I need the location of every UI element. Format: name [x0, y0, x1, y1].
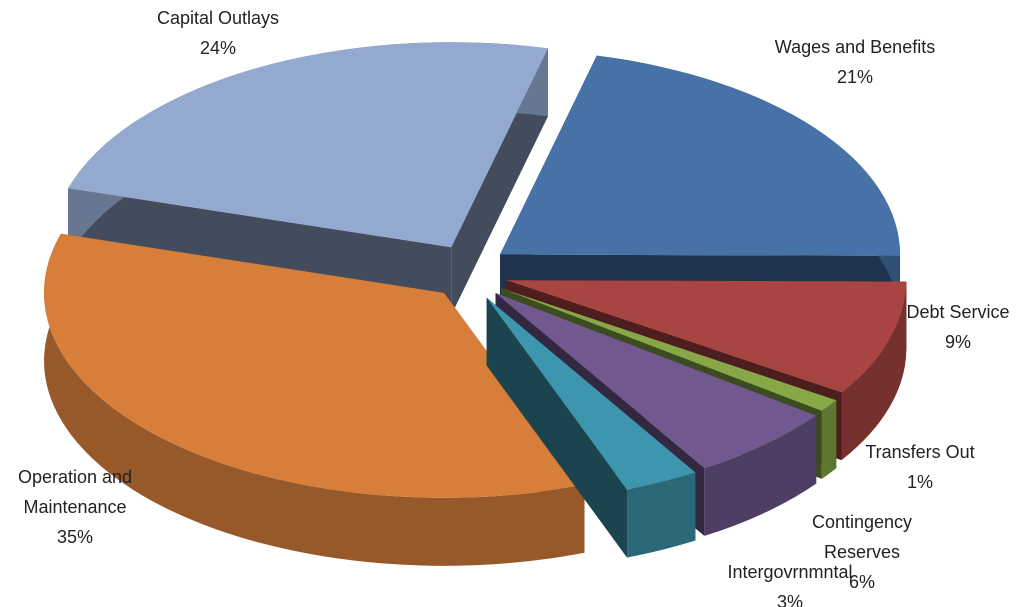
category-name: Wages and Benefits — [774, 37, 936, 57]
slice-wall — [704, 415, 817, 536]
slice — [68, 42, 548, 248]
value-label: 24% — [199, 38, 237, 58]
category-name: Debt Service — [906, 302, 1010, 322]
slice — [495, 293, 817, 468]
slice-wall — [821, 400, 837, 479]
slice — [486, 297, 696, 490]
category-name: Capital Outlays — [156, 8, 280, 28]
slice-wall — [841, 281, 907, 461]
slice-label: Capital Outlays 24% — [118, 3, 318, 63]
value-label: 9% — [944, 332, 971, 352]
slice — [506, 280, 907, 393]
slice-label: Operation and Maintenance 35% — [0, 462, 150, 552]
slice-label: Contingency Reserves 6% — [792, 507, 932, 597]
value-label: 6% — [848, 572, 875, 592]
slice-label: Transfers Out 1% — [840, 437, 1000, 497]
value-label: 3% — [776, 592, 803, 607]
slice-side — [451, 48, 548, 316]
slice — [500, 55, 901, 256]
slice-wall — [627, 472, 696, 558]
category-name: Operation and Maintenance — [17, 467, 133, 517]
value-label: 1% — [906, 472, 933, 492]
category-name: Contingency Reserves — [811, 512, 913, 562]
category-name: Transfers Out — [865, 442, 975, 462]
slice-label: Debt Service 9% — [878, 297, 1018, 357]
slice-wall — [44, 233, 585, 566]
slice — [501, 288, 837, 411]
slice-label: Intergovrnmntal 3% — [690, 557, 890, 607]
slice-side — [486, 297, 628, 558]
slice-label: Wages and Benefits 21% — [725, 32, 985, 92]
slice — [44, 233, 585, 498]
value-label: 21% — [836, 67, 874, 87]
category-name: Intergovrnmntal — [727, 562, 853, 582]
value-label: 35% — [56, 527, 94, 547]
